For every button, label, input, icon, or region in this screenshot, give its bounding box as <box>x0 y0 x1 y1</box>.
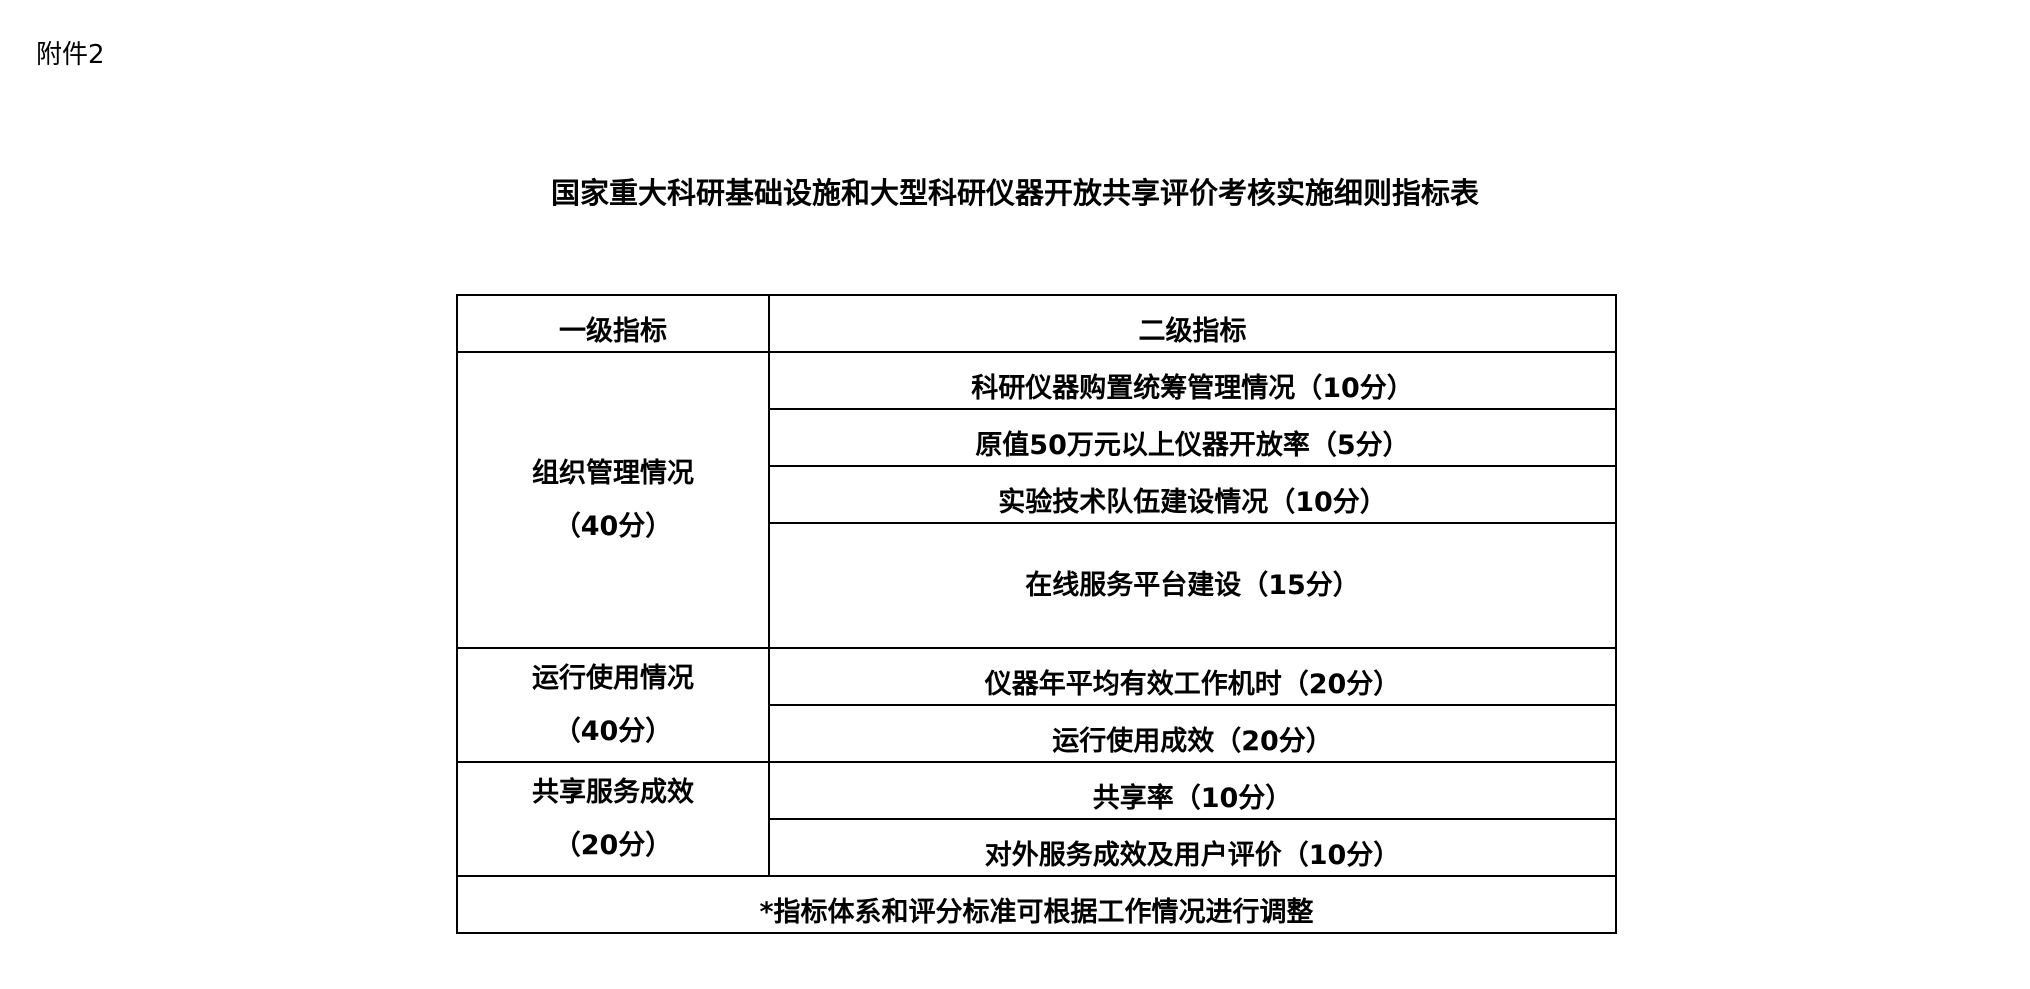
table-row: 对外服务成效及用户评价（10分） <box>457 818 1617 877</box>
item-cell: 运行使用成效（20分） <box>768 704 1617 763</box>
table-header-row: 一级指标 二级指标 <box>456 294 1617 353</box>
table-row: 原值50万元以上仪器开放率（5分） <box>457 408 1617 467</box>
page-title: 国家重大科研基础设施和大型科研仪器开放共享评价考核实施细则指标表 <box>550 176 1479 210</box>
item-cell: 仪器年平均有效工作机时（20分） <box>768 647 1617 706</box>
header-level2: 二级指标 <box>768 294 1617 353</box>
attachment-label: 附件2 <box>36 40 105 70</box>
header-level1: 一级指标 <box>456 294 770 353</box>
group-cell: 运行使用情况 （40分） <box>456 647 770 763</box>
table-row: 在线服务平台建设（15分） <box>457 522 1617 649</box>
item-cell: 共享率（10分） <box>768 761 1617 820</box>
item-cell: 科研仪器购置统筹管理情况（10分） <box>768 351 1617 410</box>
group-name: 共享服务成效 <box>532 777 694 808</box>
item-cell: 在线服务平台建设（15分） <box>768 522 1617 649</box>
group-score: （20分） <box>553 830 673 861</box>
group-name: 运行使用情况 <box>532 663 694 694</box>
item-cell: 实验技术队伍建设情况（10分） <box>768 465 1617 524</box>
group-cell: 共享服务成效 （20分） <box>456 761 770 877</box>
footnote: *指标体系和评分标准可根据工作情况进行调整 <box>456 875 1617 934</box>
table-row: 运行使用成效（20分） <box>457 704 1617 763</box>
table-row: 运行使用情况 （40分） 仪器年平均有效工作机时（20分） <box>456 647 1617 763</box>
table-row: 共享服务成效 （20分） 共享率（10分） <box>456 761 1617 877</box>
item-cell: 对外服务成效及用户评价（10分） <box>768 818 1617 877</box>
item-cell: 原值50万元以上仪器开放率（5分） <box>768 408 1617 467</box>
group-score: （40分） <box>553 716 673 747</box>
table-row: 实验技术队伍建设情况（10分） <box>457 465 1617 524</box>
indicator-table: 一级指标 二级指标 组织管理情况 （40分） 科研仪器购置统筹管理情况（10分）… <box>456 294 1617 934</box>
table-row: 组织管理情况 （40分） 科研仪器购置统筹管理情况（10分） <box>456 351 1617 649</box>
group-score: （40分） <box>553 511 673 542</box>
group-cell: 组织管理情况 （40分） <box>456 351 770 649</box>
group-name: 组织管理情况 <box>532 458 694 489</box>
footnote-row: *指标体系和评分标准可根据工作情况进行调整 <box>456 875 1617 934</box>
